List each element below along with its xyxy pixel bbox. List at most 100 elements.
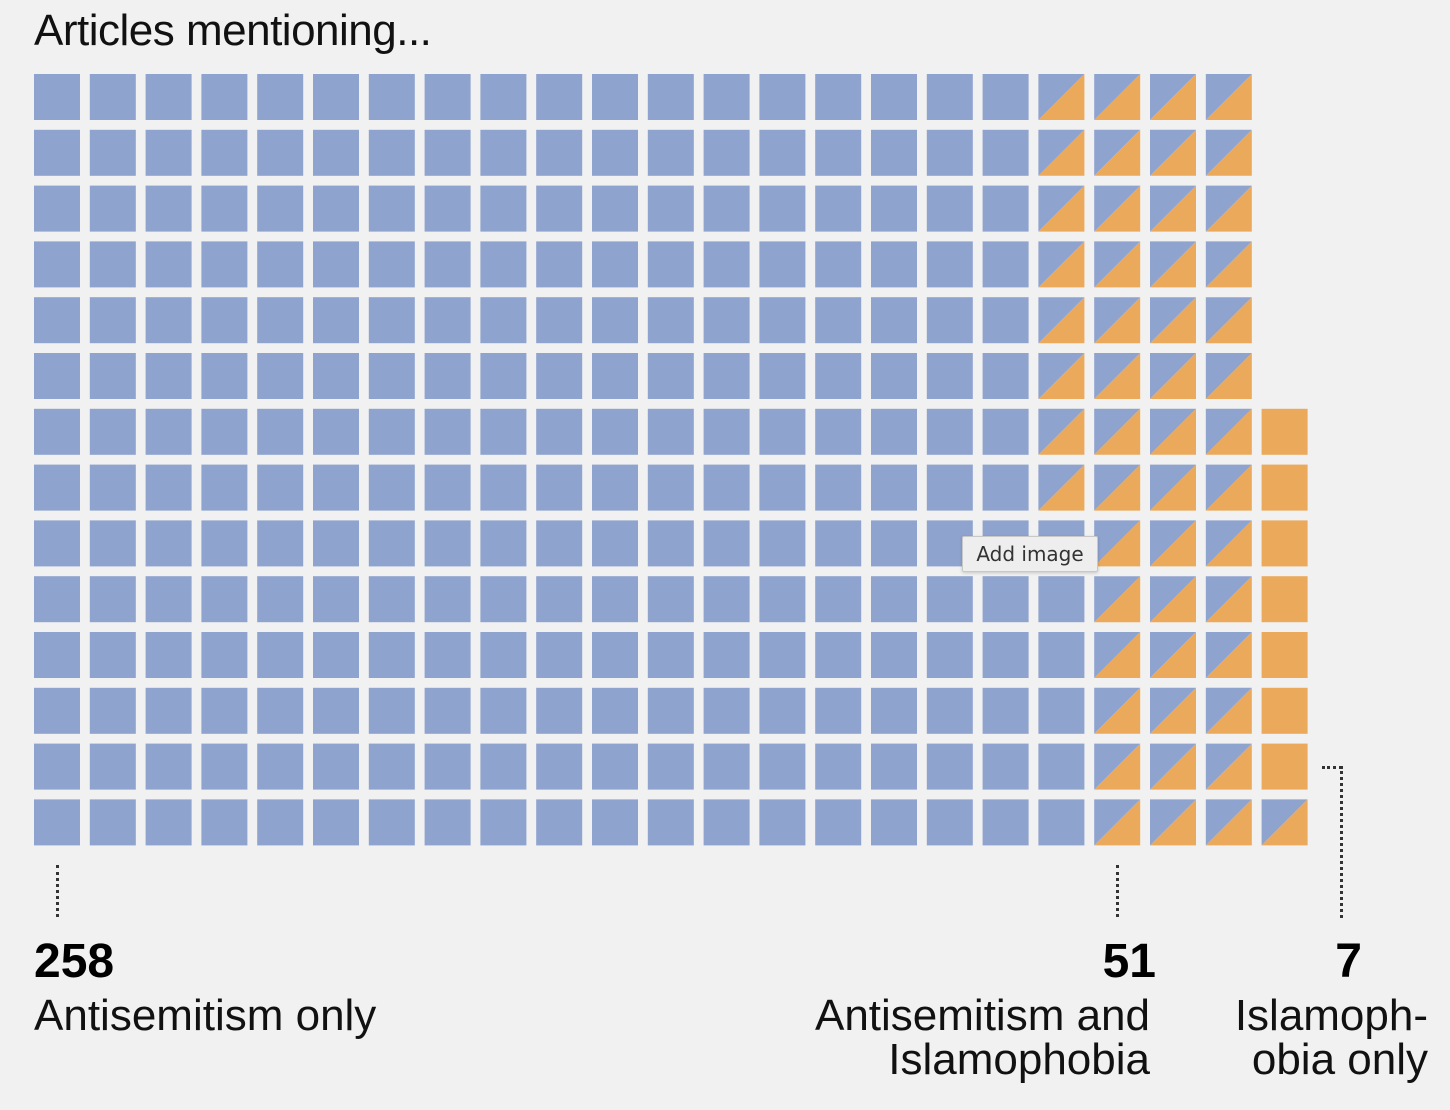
- square-antisemitism-only: [201, 129, 248, 176]
- square-both: [1094, 74, 1141, 120]
- square-antisemitism-only: [34, 241, 80, 288]
- add-image-tooltip[interactable]: Add image: [962, 536, 1098, 572]
- square-antisemitism-only: [313, 74, 359, 120]
- square-antisemitism-only: [536, 576, 583, 623]
- square-antisemitism-only: [313, 799, 359, 846]
- square-antisemitism-only: [145, 687, 192, 734]
- square-antisemitism-only: [871, 408, 917, 455]
- square-antisemitism-only: [201, 297, 248, 344]
- square-antisemitism-only: [145, 241, 192, 288]
- square-antisemitism-only: [759, 743, 806, 790]
- square-antisemitism-only: [592, 74, 638, 120]
- square-antisemitism-only: [313, 632, 359, 678]
- square-antisemitism-only: [926, 464, 973, 511]
- square-antisemitism-only: [536, 632, 583, 678]
- square-antisemitism-only: [145, 297, 192, 344]
- square-antisemitism-only: [703, 687, 750, 734]
- square-antisemitism-only: [313, 129, 359, 176]
- square-antisemitism-only: [592, 799, 638, 846]
- square-both: [1038, 241, 1085, 288]
- square-antisemitism-only: [759, 74, 806, 120]
- square-antisemitism-only: [201, 185, 248, 232]
- square-antisemitism-only: [145, 185, 192, 232]
- square-antisemitism-only: [926, 632, 973, 678]
- square-antisemitism-only: [368, 185, 415, 232]
- square-antisemitism-only: [424, 632, 471, 678]
- square-antisemitism-only: [871, 129, 917, 176]
- square-antisemitism-only: [89, 687, 136, 734]
- square-both: [1205, 353, 1252, 399]
- square-antisemitism-only: [703, 576, 750, 623]
- square-both: [1205, 743, 1252, 790]
- square-both: [1094, 241, 1141, 288]
- square-antisemitism-only: [926, 353, 973, 399]
- square-antisemitism-only: [536, 464, 583, 511]
- square-antisemitism-only: [815, 687, 862, 734]
- square-antisemitism-only: [89, 185, 136, 232]
- square-antisemitism-only: [871, 576, 917, 623]
- square-antisemitism-only: [89, 129, 136, 176]
- square-antisemitism-only: [424, 129, 471, 176]
- square-antisemitism-only: [313, 241, 359, 288]
- label-line: Antisemitism only: [34, 991, 377, 1040]
- square-antisemitism-only: [424, 464, 471, 511]
- label-line: obia only: [1251, 1035, 1428, 1084]
- square-antisemitism-only: [815, 520, 862, 567]
- square-antisemitism-only: [34, 185, 80, 232]
- square-antisemitism-only: [982, 632, 1029, 678]
- square-antisemitism-only: [34, 687, 80, 734]
- square-antisemitism-only: [424, 74, 471, 120]
- square-antisemitism-only: [703, 74, 750, 120]
- square-antisemitism-only: [1038, 799, 1085, 846]
- square-antisemitism-only: [592, 297, 638, 344]
- square-antisemitism-only: [982, 464, 1029, 511]
- square-antisemitism-only: [34, 632, 80, 678]
- square-antisemitism-only: [926, 74, 973, 120]
- square-antisemitism-only: [424, 687, 471, 734]
- square-both: [1205, 520, 1252, 567]
- square-both: [1150, 632, 1196, 678]
- square-antisemitism-only: [257, 687, 304, 734]
- square-both: [1094, 185, 1141, 232]
- square-antisemitism-only: [815, 297, 862, 344]
- square-antisemitism-only: [536, 743, 583, 790]
- square-antisemitism-only: [592, 743, 638, 790]
- square-antisemitism-only: [34, 464, 80, 511]
- square-antisemitism-only: [647, 799, 694, 846]
- square-antisemitism-only: [703, 185, 750, 232]
- square-antisemitism-only: [424, 297, 471, 344]
- square-both: [1150, 353, 1196, 399]
- square-antisemitism-only: [201, 464, 248, 511]
- square-antisemitism-only: [201, 632, 248, 678]
- square-antisemitism-only: [1038, 576, 1085, 623]
- square-antisemitism-only: [982, 576, 1029, 623]
- square-antisemitism-only: [871, 743, 917, 790]
- square-antisemitism-only: [815, 353, 862, 399]
- square-antisemitism-only: [480, 687, 527, 734]
- square-antisemitism-only: [424, 353, 471, 399]
- square-antisemitism-only: [871, 241, 917, 288]
- square-antisemitism-only: [759, 408, 806, 455]
- square-antisemitism-only: [759, 297, 806, 344]
- square-antisemitism-only: [1038, 687, 1085, 734]
- square-both: [1038, 129, 1085, 176]
- square-both: [1038, 74, 1085, 120]
- square-both: [1150, 464, 1196, 511]
- square-both: [1094, 743, 1141, 790]
- square-antisemitism-only: [480, 297, 527, 344]
- square-antisemitism-only: [257, 297, 304, 344]
- square-antisemitism-only: [926, 241, 973, 288]
- square-antisemitism-only: [815, 129, 862, 176]
- square-both: [1094, 687, 1141, 734]
- square-antisemitism-only: [480, 408, 527, 455]
- square-antisemitism-only: [368, 241, 415, 288]
- square-both: [1094, 520, 1141, 567]
- square-antisemitism-only: [34, 743, 80, 790]
- square-antisemitism-only: [703, 241, 750, 288]
- square-antisemitism-only: [871, 799, 917, 846]
- square-both: [1038, 464, 1085, 511]
- square-islamophobia-only: [1261, 408, 1308, 455]
- square-both: [1205, 799, 1252, 846]
- square-antisemitism-only: [536, 241, 583, 288]
